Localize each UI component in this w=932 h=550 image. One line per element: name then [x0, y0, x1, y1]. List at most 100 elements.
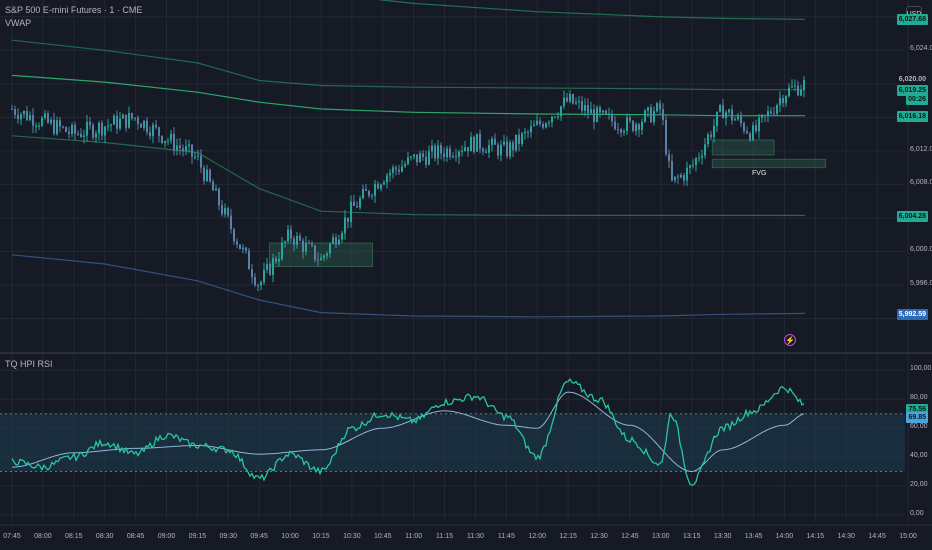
candle-body — [665, 120, 667, 155]
candle-body — [158, 127, 160, 136]
candle-body — [185, 146, 187, 152]
candle-body — [20, 114, 22, 120]
candle-body — [626, 117, 628, 132]
candle-body — [788, 87, 790, 97]
candle-body — [344, 217, 346, 234]
time-tick-label: 10:45 — [373, 533, 392, 540]
candle-body — [728, 109, 730, 113]
candle-body — [599, 107, 601, 113]
candle-body — [200, 155, 202, 168]
rsi-tick-label: 100,00 — [910, 365, 932, 373]
lightning-icon[interactable]: ⚡ — [784, 334, 796, 346]
candle-body — [326, 253, 328, 256]
candle-body — [230, 215, 232, 230]
candle-body — [518, 134, 520, 144]
candle-body — [761, 114, 763, 118]
candle-body — [194, 156, 196, 158]
time-tick-label: 09:30 — [219, 533, 238, 540]
vwap-upper-band-1 — [11, 39, 805, 91]
candle-body — [764, 114, 766, 116]
candle-body — [65, 126, 67, 132]
time-tick-label: 13:30 — [713, 533, 732, 540]
candle-body — [50, 119, 52, 123]
price-tag: 6,004.28 — [896, 210, 928, 222]
candle-body — [773, 113, 775, 115]
candle-body — [335, 237, 337, 245]
candle-body — [128, 113, 130, 128]
candle-body — [251, 269, 253, 278]
candle-body — [197, 155, 199, 157]
candle-body — [224, 207, 226, 215]
candle-body — [44, 113, 46, 118]
rsi-panel-title[interactable]: TQ HPI RSI — [5, 359, 53, 369]
time-tick-label: 11:00 — [405, 533, 423, 540]
time-tick-label: 12:00 — [528, 533, 546, 540]
candle-body — [287, 229, 289, 242]
price-tick-label: 6,000.00 — [910, 246, 932, 254]
rsi-value-tag: 75.56 — [906, 403, 928, 415]
candle-body — [650, 107, 652, 123]
candle-body — [464, 147, 466, 151]
candle-body — [647, 107, 649, 111]
candle-body — [701, 155, 703, 158]
candle-body — [107, 125, 109, 127]
candle-body — [398, 169, 400, 172]
candle-body — [779, 97, 781, 106]
candle-body — [353, 201, 355, 206]
candle-body — [557, 116, 559, 118]
time-tick-label: 14:00 — [775, 533, 794, 540]
rsi-ma-line — [12, 391, 805, 473]
candle-body — [476, 133, 478, 152]
candle-body — [26, 110, 28, 120]
candle-body — [113, 115, 115, 125]
time-tick-label: 10:30 — [343, 533, 361, 540]
candle-body — [752, 125, 754, 140]
rsi-tick-label: 20,00 — [910, 480, 928, 488]
candle-body — [386, 175, 388, 183]
candle-body — [548, 122, 550, 124]
candle-body — [122, 114, 124, 119]
candle-body — [479, 133, 481, 149]
candle-body — [446, 148, 448, 158]
symbol-title[interactable]: S&P 500 E-mini Futures · 1 · CME — [5, 5, 143, 15]
candle-body — [35, 125, 37, 127]
candle-body — [416, 154, 418, 163]
candle-body — [89, 121, 91, 126]
candle-body — [167, 140, 169, 142]
candle-body — [203, 167, 205, 181]
candle-body — [62, 126, 64, 128]
candle-body — [278, 258, 280, 262]
candle-body — [392, 167, 394, 173]
candle-body — [227, 207, 229, 216]
candle-body — [254, 277, 256, 286]
candle-body — [698, 157, 700, 159]
candle-body — [296, 235, 298, 245]
price-tick-label: 6,008.00 — [910, 179, 932, 187]
candle-body — [578, 101, 580, 103]
candle-body — [602, 110, 604, 113]
time-tick-label: 11:15 — [436, 533, 454, 540]
candle-body — [332, 237, 334, 244]
candle-body — [290, 229, 292, 239]
candle-body — [512, 142, 514, 151]
candle-body — [689, 165, 691, 168]
candle-body — [458, 151, 460, 157]
price-tag: 6,027.68 — [896, 14, 928, 26]
candle-body — [74, 124, 76, 134]
candle-body — [620, 129, 622, 133]
time-tick-label: 13:00 — [652, 533, 670, 540]
candle-body — [377, 183, 379, 189]
candle-body — [767, 111, 769, 116]
vwap-lower-band-1 — [11, 135, 805, 216]
candle-body — [746, 131, 748, 134]
candle-body — [143, 120, 145, 128]
candle-body — [470, 136, 472, 152]
time-tick-label: 07:45 — [3, 533, 21, 540]
time-tick-label: 11:30 — [466, 533, 484, 540]
candle-body — [110, 124, 112, 126]
candle-body — [455, 156, 457, 158]
vwap-upper-band-2 — [376, 0, 806, 20]
vwap-indicator-label[interactable]: VWAP — [5, 18, 32, 28]
candle-body — [116, 115, 118, 129]
